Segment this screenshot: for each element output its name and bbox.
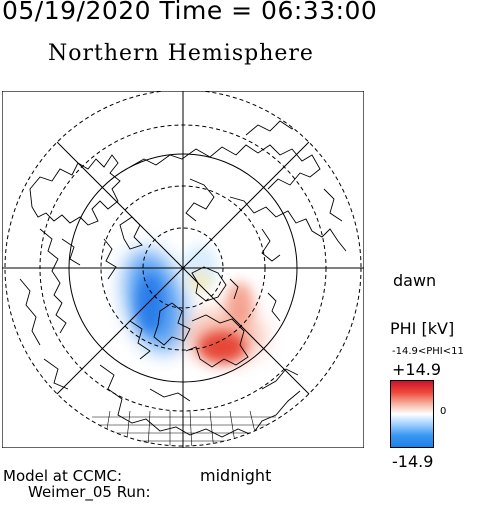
- colorbar-title: PHI [kV]: [390, 319, 455, 338]
- midnight-label: midnight: [200, 466, 272, 485]
- polar-potential-map: [2, 91, 364, 448]
- colorbar-min-label: -14.9: [392, 452, 434, 471]
- colorbar-max-label: +14.9: [392, 360, 442, 379]
- date-time-title: 05/19/2020 Time = 06:33:00: [2, 0, 378, 25]
- colorbar-range: -14.9<PHI<11: [392, 346, 464, 357]
- lower-grid-region: [92, 410, 276, 446]
- dawn-label: dawn: [393, 271, 437, 290]
- colorbar-zero-label: 0: [440, 406, 447, 417]
- graticule: [2, 91, 364, 448]
- run-label: Weimer_05 Run:: [28, 483, 151, 501]
- colorbar: [390, 380, 434, 448]
- model-label: Model at CCMC:: [3, 467, 123, 485]
- potential-pattern: [124, 245, 265, 363]
- hemisphere-title: Northern Hemisphere: [48, 41, 314, 66]
